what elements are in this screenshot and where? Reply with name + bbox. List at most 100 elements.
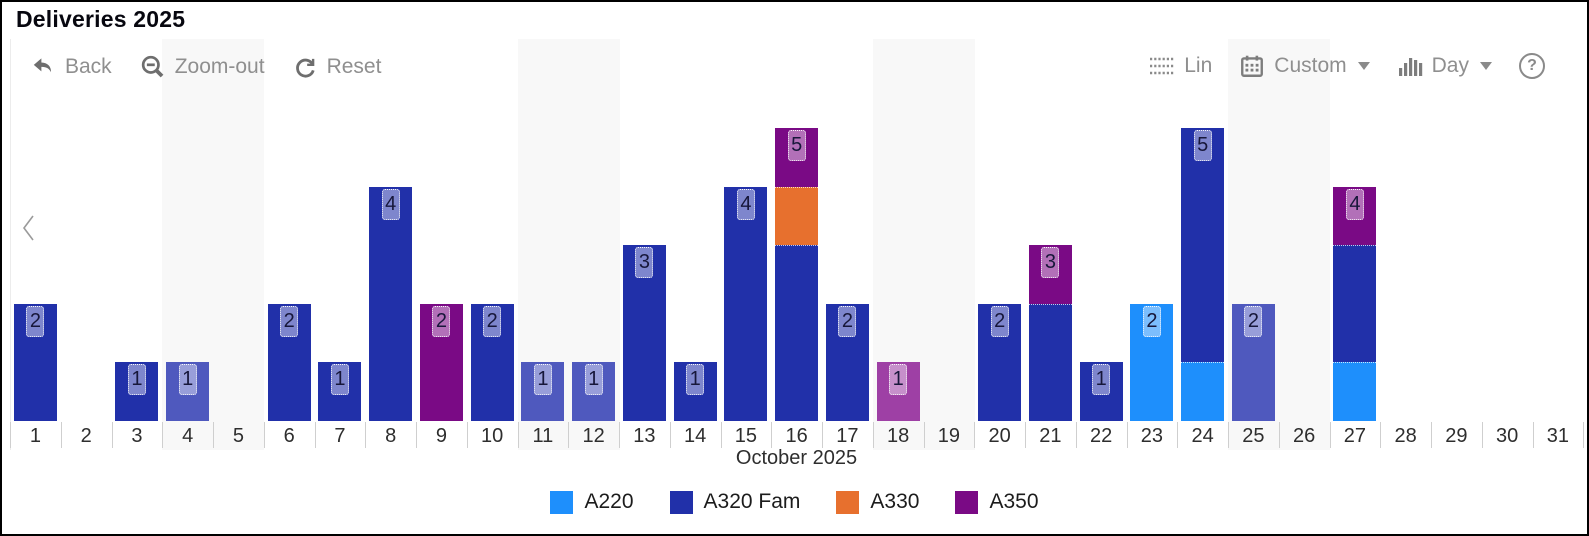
bar-segment-a220[interactable] bbox=[1333, 362, 1377, 421]
bar-segment-a350[interactable] bbox=[876, 362, 920, 421]
bar-segment-a320-fam[interactable] bbox=[1231, 303, 1275, 421]
bar-segment-a220[interactable] bbox=[1181, 362, 1225, 421]
day-label-17: 17 bbox=[836, 425, 859, 447]
bar-segment-a330[interactable] bbox=[775, 186, 819, 246]
day-label-3: 3 bbox=[131, 425, 143, 447]
bar-value-label: 3 bbox=[1041, 247, 1060, 279]
bar-segment-a320-fam[interactable] bbox=[267, 303, 311, 421]
bar-segment-a320-fam[interactable] bbox=[115, 362, 159, 421]
back-button[interactable]: Back bbox=[30, 54, 112, 80]
bar-day-27[interactable]: 4 bbox=[1333, 186, 1377, 421]
bar-day-20[interactable]: 2 bbox=[978, 303, 1022, 421]
bar-day-23[interactable]: 2 bbox=[1130, 303, 1174, 421]
axis-tick bbox=[568, 422, 570, 448]
legend-item-a220[interactable]: A220 bbox=[550, 490, 634, 514]
bar-value-label: 4 bbox=[381, 188, 400, 220]
axis-tick bbox=[111, 422, 113, 448]
axis-tick bbox=[923, 422, 925, 448]
help-button[interactable]: ? bbox=[1519, 53, 1545, 79]
bar-value-label: 1 bbox=[584, 364, 603, 396]
bar-day-15[interactable]: 4 bbox=[724, 186, 768, 421]
axis-tick bbox=[10, 422, 11, 448]
bar-segment-a320-fam[interactable] bbox=[775, 245, 819, 421]
axis-tick bbox=[1177, 422, 1179, 448]
bar-segment-a320-fam[interactable] bbox=[724, 186, 768, 421]
bar-segment-a320-fam[interactable] bbox=[13, 303, 57, 421]
page-title: Deliveries 2025 bbox=[16, 6, 186, 32]
day-granularity-dropdown[interactable]: Day bbox=[1397, 54, 1492, 78]
bar-day-18[interactable]: 1 bbox=[876, 362, 920, 421]
bar-segment-a350[interactable] bbox=[775, 128, 819, 187]
bar-segment-a320-fam[interactable] bbox=[572, 362, 616, 421]
bar-day-10[interactable]: 2 bbox=[470, 303, 514, 421]
bar-day-12[interactable]: 1 bbox=[572, 362, 616, 421]
bar-segment-a320-fam[interactable] bbox=[1079, 362, 1123, 421]
bar-segment-a320-fam[interactable] bbox=[521, 362, 565, 421]
bar-day-24[interactable]: 5 bbox=[1181, 128, 1225, 421]
bar-segment-a320-fam[interactable] bbox=[470, 303, 514, 421]
bar-segment-a320-fam[interactable] bbox=[1028, 303, 1072, 421]
day-label-16: 16 bbox=[785, 425, 808, 447]
legend-item-a320-fam[interactable]: A320 Fam bbox=[669, 490, 800, 514]
zoom-out-label: Zoom-out bbox=[174, 54, 265, 78]
reset-button[interactable]: Reset bbox=[292, 54, 381, 80]
day-label-2: 2 bbox=[80, 425, 92, 447]
bar-day-16[interactable]: 5 bbox=[775, 128, 819, 421]
day-label-21: 21 bbox=[1039, 425, 1062, 447]
axis-tick bbox=[314, 422, 316, 448]
bar-day-22[interactable]: 1 bbox=[1079, 362, 1123, 421]
bar-segment-a320-fam[interactable] bbox=[369, 186, 413, 421]
bar-segment-a320-fam[interactable] bbox=[1181, 128, 1225, 363]
legend-item-a350[interactable]: A350 bbox=[955, 490, 1039, 514]
bar-day-17[interactable]: 2 bbox=[825, 303, 869, 421]
bar-day-11[interactable]: 1 bbox=[521, 362, 565, 421]
bar-day-8[interactable]: 4 bbox=[369, 186, 413, 421]
day-label-22: 22 bbox=[1090, 425, 1113, 447]
x-axis-title: October 2025 bbox=[735, 447, 858, 469]
zoom-out-button[interactable]: Zoom-out bbox=[139, 53, 265, 80]
bar-day-21[interactable]: 3 bbox=[1028, 245, 1072, 421]
day-label-23: 23 bbox=[1140, 425, 1163, 447]
bar-segment-a350[interactable] bbox=[419, 303, 463, 421]
day-label-25: 25 bbox=[1242, 425, 1265, 447]
day-label-1: 1 bbox=[29, 425, 41, 447]
axis-tick bbox=[1583, 422, 1585, 448]
reset-icon bbox=[292, 54, 318, 80]
bar-day-25[interactable]: 2 bbox=[1231, 303, 1275, 421]
bar-day-1[interactable]: 2 bbox=[13, 303, 57, 421]
legend-item-a330[interactable]: A330 bbox=[836, 490, 919, 514]
custom-range-dropdown[interactable]: Custom bbox=[1239, 53, 1370, 79]
bar-day-9[interactable]: 2 bbox=[419, 303, 463, 421]
day-label-5: 5 bbox=[232, 425, 244, 447]
bar-day-3[interactable]: 1 bbox=[115, 362, 159, 421]
bar-day-13[interactable]: 3 bbox=[622, 245, 666, 421]
bar-value-label: 1 bbox=[127, 364, 146, 396]
bar-segment-a350[interactable] bbox=[1028, 245, 1072, 304]
bar-segment-a320-fam[interactable] bbox=[978, 303, 1022, 421]
bar-segment-a320-fam[interactable] bbox=[1333, 245, 1377, 363]
bar-segment-a320-fam[interactable] bbox=[166, 362, 210, 421]
axis-tick bbox=[1481, 422, 1483, 448]
bar-day-14[interactable]: 1 bbox=[673, 362, 717, 421]
axis-tick bbox=[974, 422, 976, 448]
bar-segment-a320-fam[interactable] bbox=[318, 362, 362, 421]
bar-segment-a320-fam[interactable] bbox=[673, 362, 717, 421]
bar-day-7[interactable]: 1 bbox=[318, 362, 362, 421]
bar-value-label: 2 bbox=[26, 305, 45, 337]
bar-value-label: 2 bbox=[838, 305, 857, 337]
bar-segment-a320-fam[interactable] bbox=[825, 303, 869, 421]
day-label-14: 14 bbox=[684, 425, 707, 447]
bar-day-4[interactable]: 1 bbox=[166, 362, 210, 421]
lin-label: Lin bbox=[1184, 54, 1213, 77]
day-label-13: 13 bbox=[633, 425, 656, 447]
help-icon: ? bbox=[1527, 57, 1537, 74]
legend-swatch bbox=[836, 490, 860, 514]
legend-label: A220 bbox=[584, 490, 634, 513]
bar-day-6[interactable]: 2 bbox=[267, 303, 311, 421]
bar-segment-a220[interactable] bbox=[1130, 303, 1174, 421]
bar-segment-a320-fam[interactable] bbox=[622, 245, 666, 421]
lin-scale-button[interactable]: Lin bbox=[1148, 54, 1212, 78]
pan-left-chevron[interactable] bbox=[17, 208, 41, 253]
bar-segment-a350[interactable] bbox=[1333, 186, 1377, 246]
axis-tick bbox=[619, 422, 620, 448]
